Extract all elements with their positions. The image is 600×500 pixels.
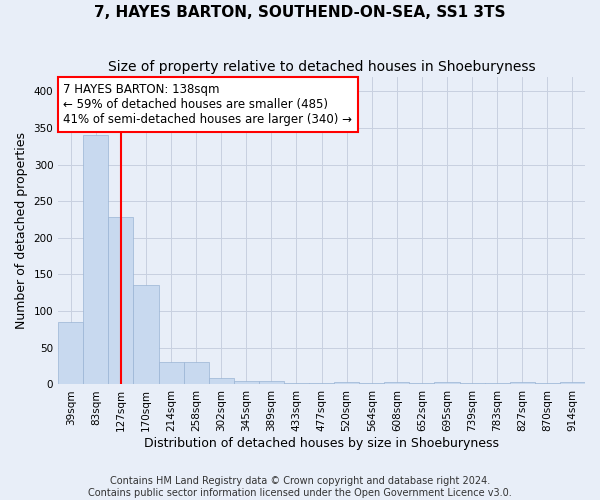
Bar [409, 383, 434, 384]
Bar [58, 322, 83, 384]
Text: 7, HAYES BARTON, SOUTHEND-ON-SEA, SS1 3TS: 7, HAYES BARTON, SOUTHEND-ON-SEA, SS1 3T… [94, 5, 506, 20]
Bar [359, 383, 385, 384]
Bar [284, 383, 309, 384]
Bar [309, 383, 334, 384]
Bar [485, 383, 510, 384]
Bar [259, 381, 284, 384]
Bar [133, 286, 158, 384]
Bar [109, 218, 133, 384]
Bar [510, 382, 535, 384]
Bar [460, 383, 485, 384]
X-axis label: Distribution of detached houses by size in Shoeburyness: Distribution of detached houses by size … [144, 437, 499, 450]
Bar [158, 362, 184, 384]
Bar [209, 378, 234, 384]
Y-axis label: Number of detached properties: Number of detached properties [15, 132, 28, 329]
Bar [83, 135, 109, 384]
Bar [535, 383, 560, 384]
Bar [184, 362, 209, 384]
Bar [385, 382, 409, 384]
Bar [334, 382, 359, 384]
Bar [560, 382, 585, 384]
Title: Size of property relative to detached houses in Shoeburyness: Size of property relative to detached ho… [108, 60, 535, 74]
Bar [434, 382, 460, 384]
Text: 7 HAYES BARTON: 138sqm
← 59% of detached houses are smaller (485)
41% of semi-de: 7 HAYES BARTON: 138sqm ← 59% of detached… [64, 82, 352, 126]
Text: Contains HM Land Registry data © Crown copyright and database right 2024.
Contai: Contains HM Land Registry data © Crown c… [88, 476, 512, 498]
Bar [234, 381, 259, 384]
